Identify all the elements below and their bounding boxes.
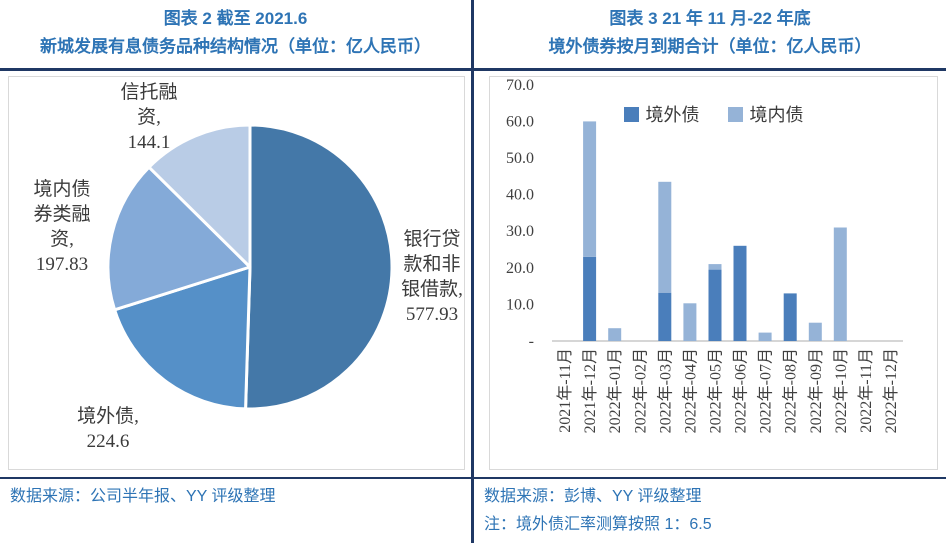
x-tick-label: 2022年-09月 (807, 348, 825, 433)
y-tick-label: 20.0 (506, 260, 534, 277)
bar-segment-overseas (783, 293, 797, 341)
legend-label-domestic: 境内债 (749, 105, 804, 125)
right-fx-note-text: 注：境外债汇率测算按照 1：6.5 (484, 516, 712, 533)
bar-chart-legend: 境外债 境内债 (490, 101, 937, 127)
x-tick-label: 2022年-07月 (757, 348, 775, 433)
pie-slice-1 (113, 265, 252, 411)
debt-structure-pie-chart (106, 123, 394, 411)
bar-segment-overseas (583, 256, 597, 341)
x-tick-label: 2022年-08月 (782, 348, 800, 433)
pie-slice-3 (147, 123, 252, 269)
legend-item-domestic: 境内债 (727, 101, 804, 127)
left-source-note: 数据来源：公司半年报、YY 评级整理 (0, 479, 471, 511)
bar-segment-domestic (683, 303, 697, 341)
x-tick-label: 2022年-05月 (707, 348, 725, 433)
x-tick-label: 2021年-12月 (581, 348, 599, 433)
bar-segment-domestic (583, 121, 597, 257)
source-separator-rule (0, 477, 946, 479)
pie-chart-area: 银行贷 款和非 银借款, 577.93 境外债, 224.6 境内债 券类融 资, 197.83 信… (8, 76, 465, 470)
overseas-debt-swatch-icon (623, 106, 639, 122)
y-tick-label: 40.0 (506, 187, 534, 204)
right-chart-title: 图表 3 21 年 11 月-22 年底 境外债券按月到期合计（单位：亿人民币） (474, 0, 946, 68)
y-tick-label: 30.0 (506, 223, 534, 240)
pie-label-0: 银行贷 款和非 银借款, 577.93 (401, 229, 463, 325)
y-tick-label: 60.0 (506, 113, 534, 130)
x-tick-label: 2022年-04月 (681, 348, 699, 433)
x-tick-label: 2022年-06月 (732, 348, 750, 433)
bar-segment-domestic (608, 328, 622, 341)
y-tick-label: 10.0 (506, 296, 534, 313)
left-chart-title-line1: 图表 2 截至 2021.6 (163, 9, 308, 28)
bar-segment-overseas (658, 292, 672, 341)
left-chart-title-line2: 新城发展有息债务品种结构情况（单位：亿人民币） (40, 37, 431, 56)
legend-item-overseas: 境外债 (623, 101, 700, 127)
right-chart-title-line1: 图表 3 21 年 11 月-22 年底 (609, 9, 811, 28)
x-tick-label: 2022年-03月 (656, 348, 674, 433)
bar-segment-domestic (758, 332, 772, 341)
pie-label-3: 信托融 资, 144.1 (120, 82, 178, 153)
x-tick-label: 2022年-11月 (857, 348, 875, 433)
bar-segment-domestic (833, 227, 847, 341)
x-tick-label: 2022年-12月 (882, 348, 900, 433)
pie-slice-2 (106, 165, 252, 312)
bar-segment-domestic (808, 322, 822, 341)
x-tick-label: 2022年-02月 (631, 348, 649, 433)
x-tick-label: 2022年-10月 (832, 348, 850, 433)
x-tick-label: 2022年-01月 (606, 348, 624, 433)
x-tick-label: 2021年-11月 (556, 348, 574, 433)
left-source-text: 数据来源：公司半年报、YY 评级整理 (10, 488, 276, 505)
y-tick-label: - (529, 333, 534, 350)
pie-label-2: 境内债 券类融 资, 197.83 (33, 179, 91, 275)
y-tick-label: 50.0 (506, 150, 534, 167)
column-divider-rule (471, 0, 474, 543)
bar-segment-overseas (708, 269, 722, 341)
bar-segment-domestic (708, 264, 722, 270)
bar-segment-domestic (658, 181, 672, 293)
monthly-maturity-bar-chart: 70.0 60.0 50.0 40.0 30.0 20.0 10.0 - 2021年-11月 20… (506, 77, 903, 433)
bar-chart-area: 70.0 60.0 50.0 40.0 30.0 20.0 10.0 - 2021年-11月 20… (489, 76, 938, 470)
pie-label-1: 境外债, 224.6 (77, 406, 139, 452)
legend-label-overseas: 境外债 (645, 105, 700, 125)
domestic-debt-swatch-icon (727, 106, 743, 122)
y-tick-label: 70.0 (506, 77, 534, 94)
bar-segment-overseas (733, 245, 747, 341)
right-chart-title-line2: 境外债券按月到期合计（单位：亿人民币） (548, 37, 872, 56)
right-source-text: 数据来源：彭博、YY 评级整理 (484, 488, 702, 505)
left-chart-title: 图表 2 截至 2021.6 新城发展有息债务品种结构情况（单位：亿人民币） (0, 0, 471, 68)
pie-slice-0 (244, 123, 394, 411)
right-source-note: 数据来源：彭博、YY 评级整理 注：境外债汇率测算按照 1：6.5 (474, 479, 946, 539)
